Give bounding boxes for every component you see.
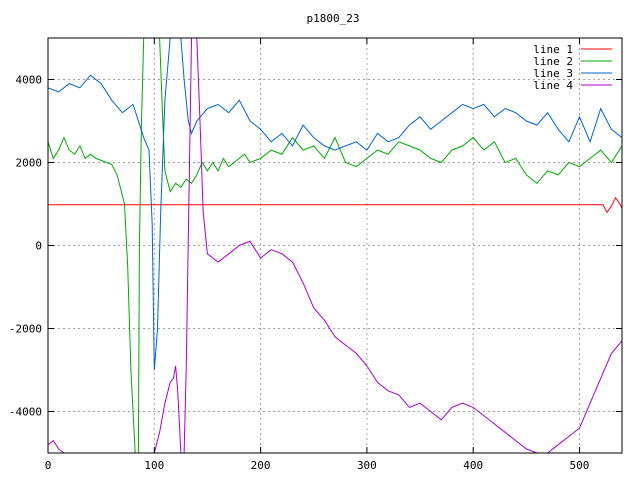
y-tick-label: 0 (35, 240, 42, 253)
series-line-1 (48, 196, 622, 214)
legend-label: line 4 (533, 79, 573, 92)
chart-title: p1800_23 (307, 12, 360, 25)
y-tick-label: -2000 (9, 323, 42, 336)
x-tick-label: 0 (45, 459, 52, 472)
legend-label: line 2 (533, 55, 573, 68)
x-tick-label: 500 (570, 459, 590, 472)
series-line-2 (48, 38, 622, 453)
x-tick-label: 400 (463, 459, 483, 472)
series-lines (48, 38, 622, 453)
axis-ticks: 0 100 200 300 400 500 -4000 -2000 0 2000 4000 (9, 38, 622, 472)
x-tick-label: 300 (357, 459, 377, 472)
legend-label: line 3 (533, 67, 573, 80)
series-line-3 (48, 38, 622, 371)
grid-lines (47, 38, 622, 453)
series-line-4 (48, 38, 622, 453)
legend-label: line 1 (533, 43, 573, 56)
x-tick-label: 200 (251, 459, 271, 472)
y-tick-label: 4000 (16, 74, 43, 87)
x-tick-label: 100 (144, 459, 164, 472)
y-tick-label: -4000 (9, 406, 42, 419)
y-tick-label: 2000 (16, 157, 43, 170)
